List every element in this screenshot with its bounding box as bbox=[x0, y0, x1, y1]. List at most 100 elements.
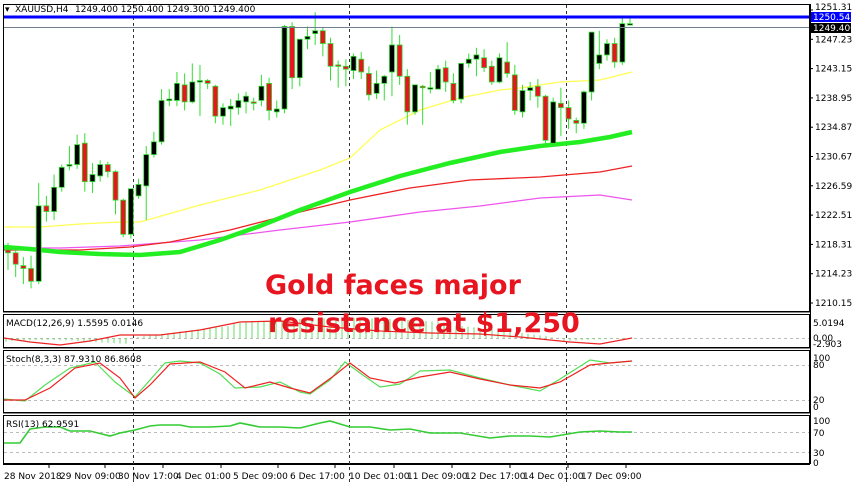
candle bbox=[235, 93, 242, 115]
candle bbox=[604, 39, 610, 61]
candle bbox=[289, 22, 296, 90]
stoch-signal-line bbox=[4, 360, 633, 401]
candle bbox=[220, 103, 226, 125]
panel-frames bbox=[3, 4, 810, 464]
candle bbox=[412, 84, 418, 115]
candle bbox=[35, 183, 42, 285]
candle bbox=[58, 164, 65, 192]
candle bbox=[166, 89, 173, 107]
candle bbox=[596, 30, 603, 70]
candle bbox=[151, 131, 157, 158]
candle bbox=[581, 90, 587, 129]
candle bbox=[12, 247, 19, 278]
ma-green-line bbox=[3, 129, 633, 258]
candle bbox=[557, 87, 564, 137]
candle bbox=[258, 74, 265, 107]
candlestick-series bbox=[5, 12, 633, 289]
candle bbox=[212, 84, 219, 124]
macd-panel-frame bbox=[3, 314, 810, 348]
price-tick-label: 1210.150 bbox=[815, 299, 852, 309]
candle bbox=[327, 37, 334, 81]
time-tick-label: 29 Nov 09:00 bbox=[60, 472, 121, 482]
candle bbox=[74, 134, 81, 169]
price-tick-label: 1251.310 bbox=[815, 3, 852, 13]
svg-text:0.00: 0.00 bbox=[813, 334, 833, 344]
candle bbox=[266, 77, 272, 121]
candle bbox=[174, 72, 180, 107]
candle bbox=[419, 84, 426, 125]
time-tick-label: 17 Dec 09:00 bbox=[581, 472, 642, 482]
time-tick-label: 12 Dec 17:00 bbox=[465, 472, 526, 482]
time-tick-label: 14 Dec 01:00 bbox=[523, 472, 584, 482]
rsi-title: RSI(13) 62.9591 bbox=[6, 420, 79, 430]
time-tick-label: 5 Dec 09:00 bbox=[233, 472, 288, 482]
macd-title: MACD(12,26,9) 1.5595 0.0146 bbox=[6, 319, 143, 329]
candle bbox=[250, 97, 257, 111]
ohlc-values: 1249.400 1250.400 1249.300 1249.400 bbox=[75, 5, 256, 15]
candle bbox=[542, 94, 549, 147]
candle bbox=[450, 73, 457, 104]
candle bbox=[81, 133, 88, 192]
candle bbox=[381, 74, 388, 101]
stoch-axis: 100 80 20 0 bbox=[813, 354, 830, 413]
ma-yellow-line bbox=[4, 71, 633, 228]
rsi-axis: 100 70 30 0 bbox=[813, 417, 830, 469]
candle bbox=[427, 72, 434, 94]
indicator-levels bbox=[4, 338, 809, 453]
candle bbox=[611, 37, 618, 68]
time-tick-label: 28 Nov 2018 bbox=[4, 472, 62, 482]
candle bbox=[189, 63, 196, 104]
candle bbox=[342, 59, 349, 87]
candle bbox=[197, 64, 203, 117]
candle bbox=[565, 100, 572, 129]
candle bbox=[204, 79, 211, 90]
candle bbox=[465, 53, 472, 68]
time-tick-label: 11 Dec 09:00 bbox=[407, 472, 468, 482]
candle bbox=[396, 34, 403, 85]
macd-axis: 5.0194 0.00 -2.903 bbox=[813, 319, 845, 350]
candle bbox=[43, 195, 50, 222]
price-tick-label: 1214.230 bbox=[815, 270, 852, 280]
annotation-line-2: resistance at $1,250 bbox=[268, 308, 580, 339]
period-separators bbox=[133, 5, 567, 484]
stoch-panel-frame bbox=[3, 350, 810, 413]
price-axis[interactable]: 1251.310 1247.230 1243.150 1238.950 1234.870… bbox=[810, 3, 852, 464]
candle bbox=[350, 53, 357, 80]
resistance-price-tag bbox=[811, 12, 851, 22]
candle bbox=[335, 60, 342, 88]
bid-price-label: 1249.400 bbox=[813, 24, 852, 34]
candle bbox=[281, 25, 288, 114]
price-tick-label: 1243.150 bbox=[815, 65, 852, 75]
candle bbox=[504, 42, 511, 78]
time-tick-label: 10 Dec 01:00 bbox=[349, 472, 410, 482]
svg-text:▾: ▾ bbox=[5, 5, 10, 15]
macd-histogram bbox=[5, 318, 631, 344]
candle bbox=[527, 81, 534, 101]
candle bbox=[404, 69, 411, 125]
candle bbox=[28, 255, 34, 289]
candle bbox=[120, 198, 127, 238]
price-tick-label: 1226.590 bbox=[815, 182, 852, 192]
bid-price-tag bbox=[811, 23, 851, 33]
rsi-line bbox=[4, 420, 632, 444]
svg-text:5.0194: 5.0194 bbox=[813, 319, 845, 329]
candle bbox=[89, 163, 96, 194]
candle bbox=[534, 79, 541, 108]
candle bbox=[112, 170, 119, 215]
candle bbox=[20, 257, 27, 285]
resistance-price-label: 1250.542 bbox=[813, 13, 852, 23]
macd-signal-line bbox=[3, 320, 633, 346]
candle bbox=[97, 160, 104, 182]
candle bbox=[135, 178, 142, 199]
candle bbox=[358, 52, 365, 80]
candle bbox=[496, 53, 503, 84]
candle bbox=[5, 242, 11, 270]
candle bbox=[442, 60, 449, 92]
svg-text:100: 100 bbox=[813, 354, 830, 364]
rsi-panel-frame bbox=[3, 415, 810, 464]
candle bbox=[181, 73, 188, 111]
annotation-line-1: Gold faces major bbox=[265, 270, 522, 301]
svg-text:80: 80 bbox=[813, 361, 825, 371]
